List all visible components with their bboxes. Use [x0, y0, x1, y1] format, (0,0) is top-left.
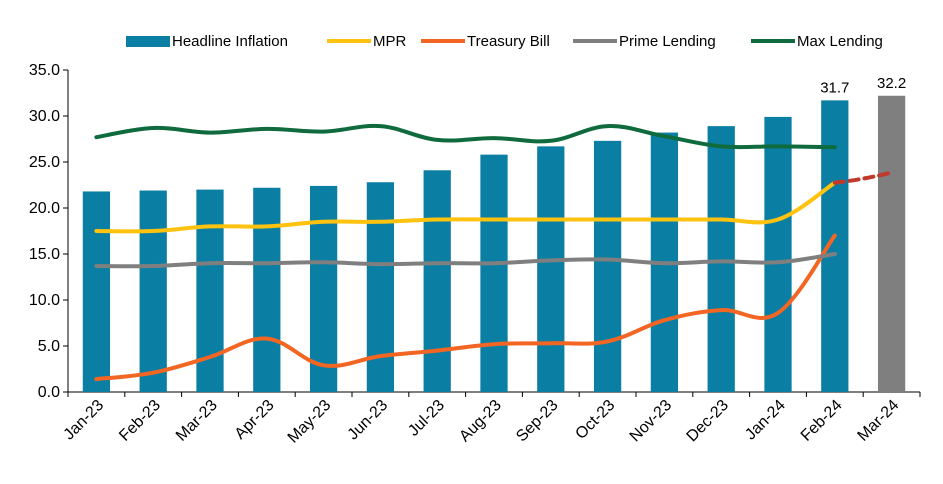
line-prime-lending	[94, 252, 837, 269]
y-tick-label: 30.0	[29, 108, 60, 125]
x-tick-label: May-23	[285, 397, 335, 447]
x-tick-label: Apr-23	[232, 397, 278, 443]
x-tick-label: Aug-23	[456, 397, 505, 446]
line-max-lending	[94, 123, 837, 150]
x-tick-label: Jul-23	[405, 397, 448, 440]
data-label: 31.7	[820, 79, 849, 96]
bar-headline-inflation	[253, 187, 281, 392]
y-tick-label: 5.0	[38, 338, 60, 355]
y-tick-label: 20.0	[29, 200, 60, 217]
legend-label-prime-lending: Prime Lending	[619, 33, 716, 50]
x-tick-label: Dec-23	[684, 397, 733, 446]
lines	[94, 123, 892, 382]
bar-headline-inflation	[423, 170, 451, 392]
x-tick-label: Jan-23	[61, 397, 108, 444]
legend-swatch-headline-inflation	[126, 36, 170, 47]
legend-label-mpr: MPR	[373, 33, 407, 50]
bar-headline-inflation	[593, 140, 622, 392]
x-tick-label: Sep-23	[513, 397, 562, 446]
data-label: 32.2	[877, 75, 906, 92]
bar-headline-inflation	[707, 126, 735, 393]
bar-headline-inflation	[139, 190, 167, 392]
line-treasury-bill	[94, 233, 837, 382]
x-tick-label: Jun-23	[345, 397, 392, 444]
y-tick-label: 15.0	[29, 246, 60, 263]
line-mpr	[94, 180, 837, 234]
bar-headline-inflation	[537, 146, 565, 392]
data-labels: 31.7 32.2	[820, 75, 906, 97]
y-tick-label: 35.0	[29, 62, 60, 79]
x-tick-label: Nov-23	[627, 397, 676, 446]
line-forecast	[832, 171, 892, 185]
legend: Headline Inflation MPR Treasury Bill Prime …	[126, 33, 883, 50]
x-tick-label: Feb-23	[116, 397, 164, 445]
bar-headline-inflation	[366, 182, 395, 392]
x-tick-label: Jan-24	[742, 397, 789, 444]
bar-headline-inflation	[821, 100, 849, 393]
x-tick-label: Mar-24	[855, 397, 903, 445]
bar-headline-inflation	[480, 154, 508, 392]
legend-label-max-lending: Max Lending	[797, 33, 883, 50]
bar-forecast	[877, 95, 906, 392]
y-tick-label: 10.0	[29, 292, 60, 309]
legend-label-headline-inflation: Headline Inflation	[172, 33, 288, 50]
x-tick-label: Feb-24	[798, 397, 846, 445]
bar-headline-inflation	[764, 116, 792, 393]
y-tick-label: 25.0	[29, 154, 60, 171]
bar-headline-inflation	[82, 191, 111, 392]
legend-label-treasury-bill: Treasury Bill	[467, 33, 550, 50]
y-tick-label: 0.0	[38, 384, 60, 401]
bars	[82, 95, 906, 393]
x-tick-label: Oct-23	[572, 397, 618, 443]
x-tick-label: Mar-23	[173, 397, 221, 445]
